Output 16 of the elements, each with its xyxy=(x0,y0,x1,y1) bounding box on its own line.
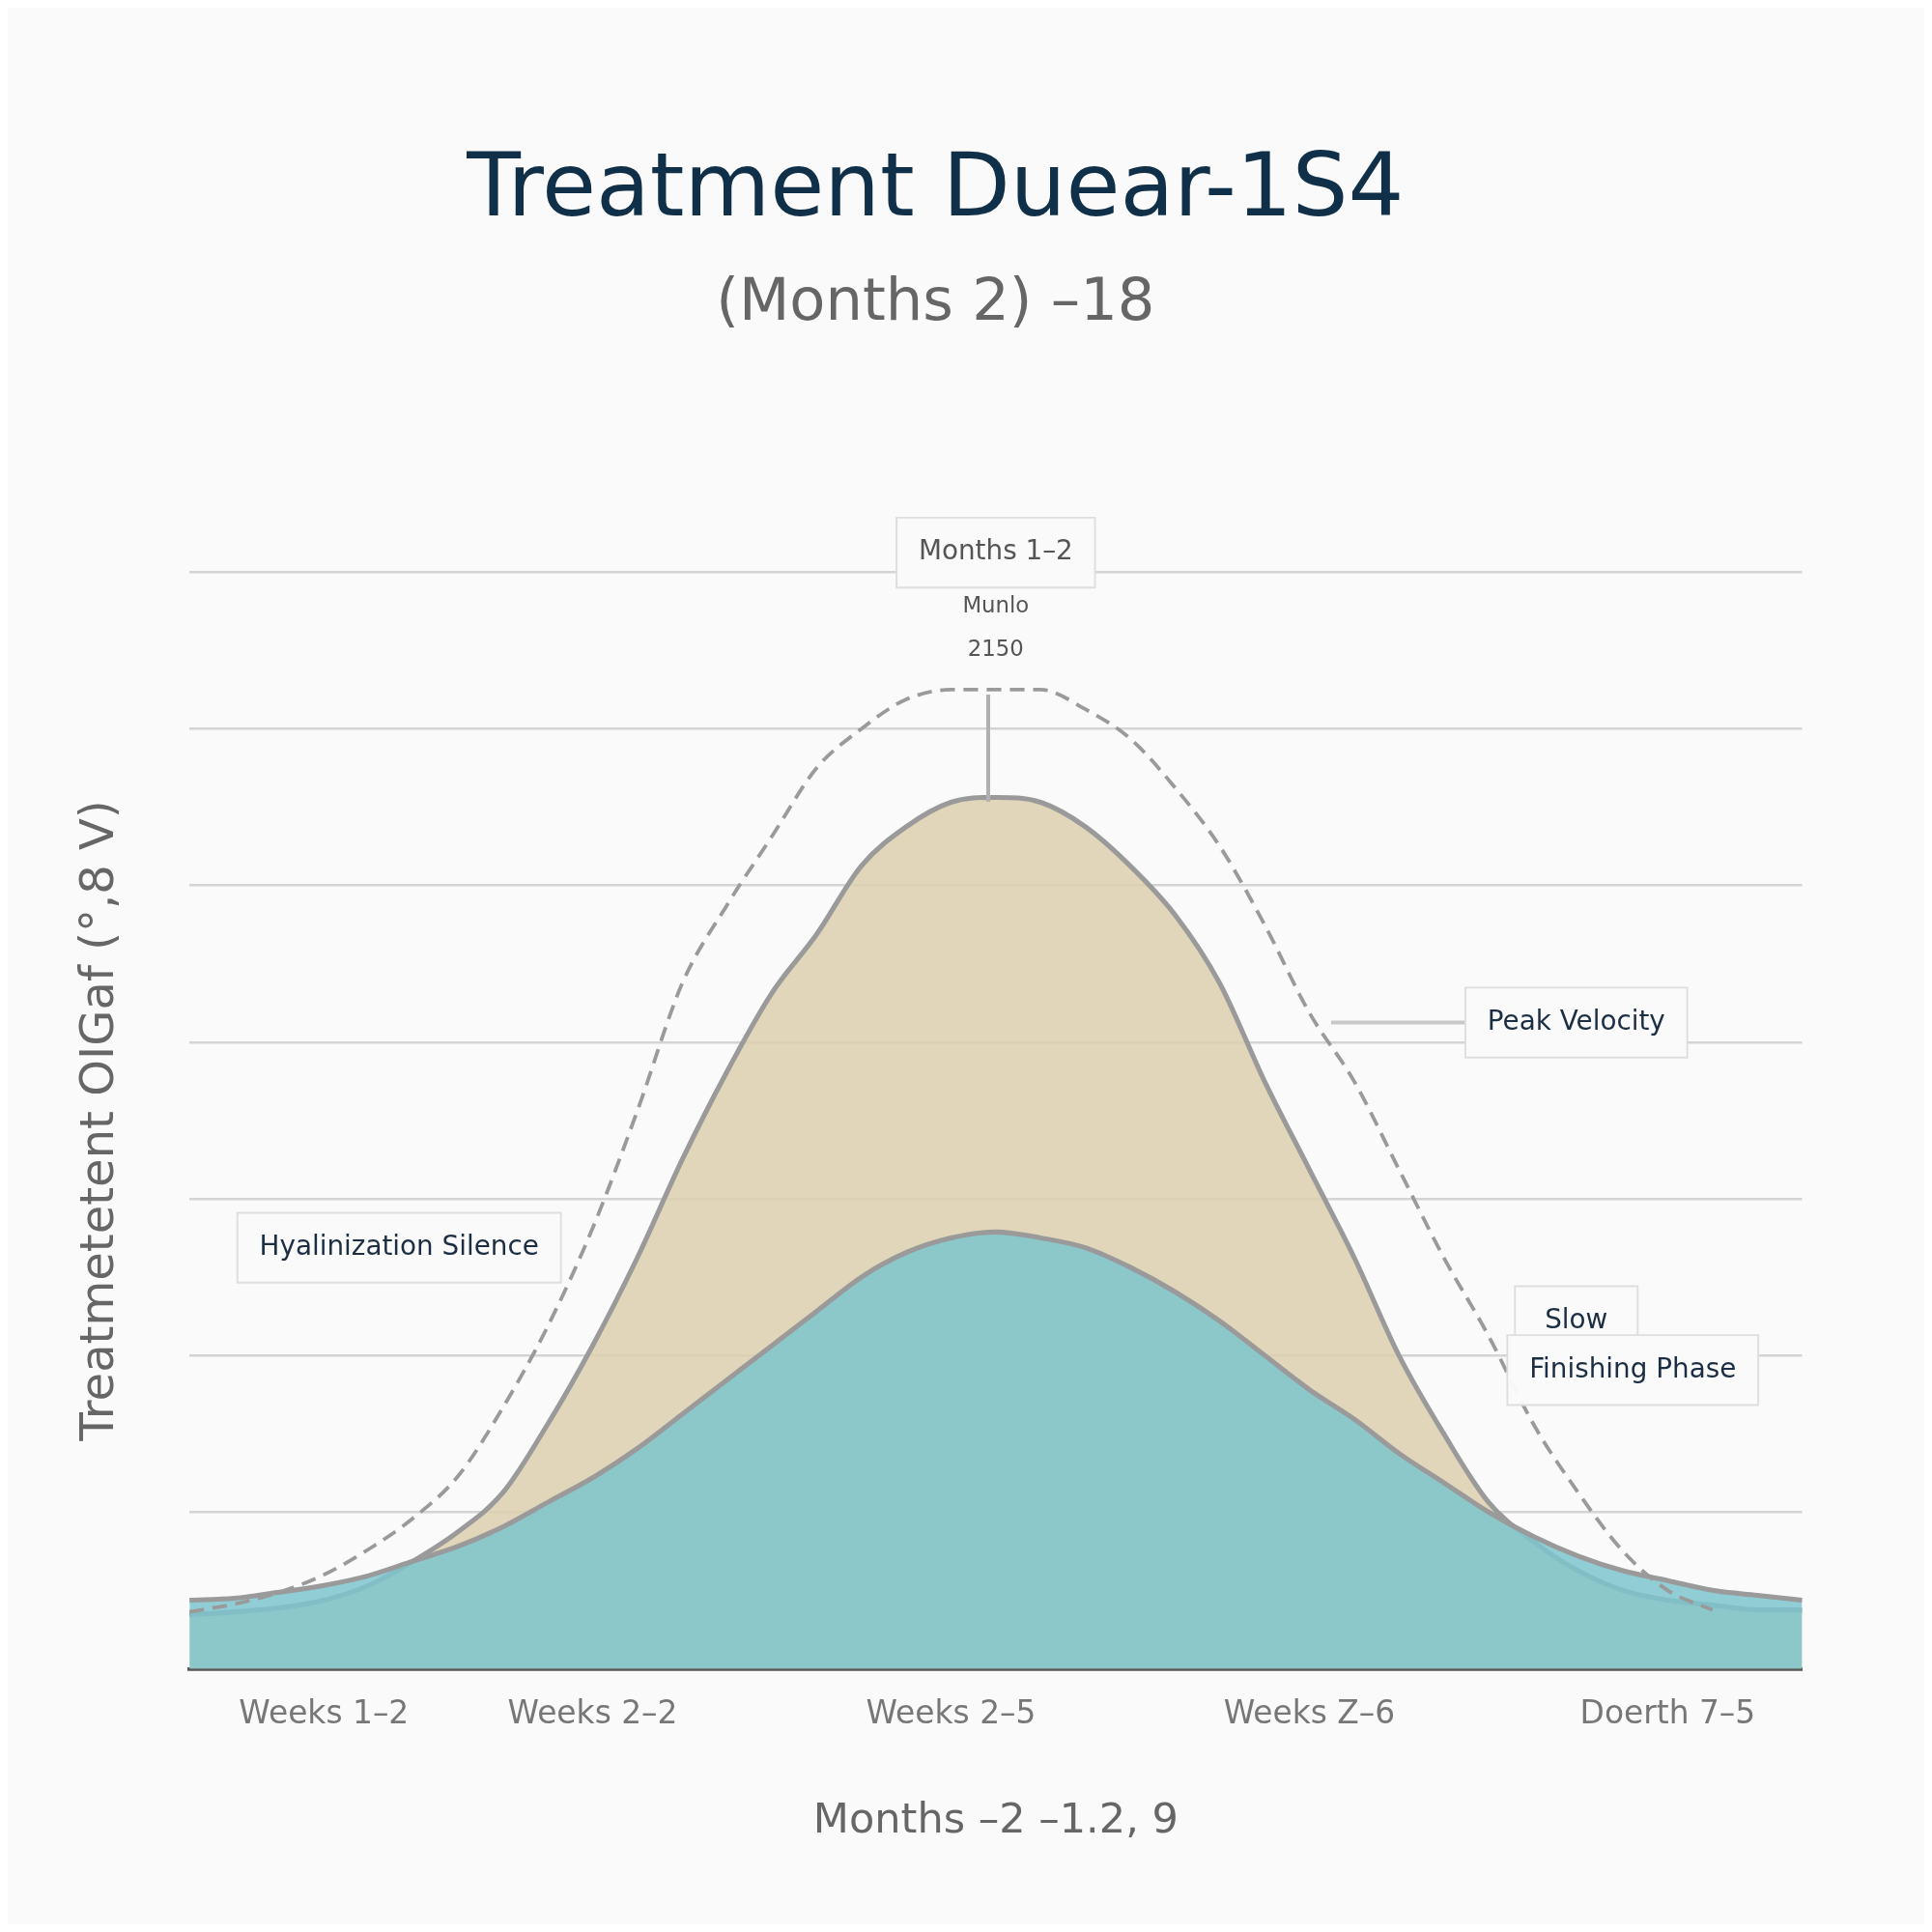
x-tick-label: Doerth 7–5 xyxy=(1579,1692,1756,1731)
text: Months 1–2 xyxy=(918,534,1073,567)
annotation: Peak Velocity xyxy=(1487,1004,1665,1037)
annotation: Slow xyxy=(1545,1302,1608,1335)
annotation: Finishing Phase xyxy=(1529,1351,1737,1384)
text: Munlo xyxy=(962,591,1030,617)
x-axis-title: Months –2 –1.2, 9 xyxy=(812,1794,1179,1843)
x-tick-label: Weeks 2–5 xyxy=(866,1692,1037,1731)
x-tick-label: Weeks 1–2 xyxy=(239,1692,410,1731)
x-tick-label: Weeks Z–6 xyxy=(1223,1692,1396,1731)
y-axis-title: Treatmetetent OIGaf (°,8 V) xyxy=(69,800,124,1442)
annotation: Hyalinization Silence xyxy=(259,1229,539,1262)
text: 2150 xyxy=(967,636,1024,662)
chart-title: Treatment Duear-1S4 xyxy=(466,132,1405,236)
x-tick-label: Weeks 2–2 xyxy=(507,1692,678,1731)
chart-subtitle: (Months 2) –18 xyxy=(716,266,1155,334)
